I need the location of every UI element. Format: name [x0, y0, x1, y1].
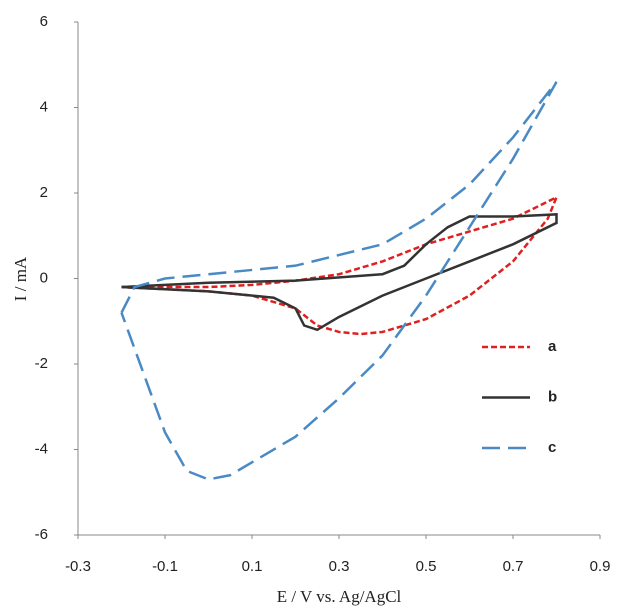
x-tick-label: 0.7: [503, 558, 524, 575]
y-tick-label: 0: [40, 269, 48, 286]
y-tick-label: -4: [35, 440, 48, 457]
legend-label: c: [548, 439, 556, 456]
series-line: [121, 213, 558, 332]
y-tick-label: -2: [35, 355, 48, 372]
y-tick-label: 4: [40, 98, 48, 115]
y-tick-label: 6: [40, 13, 48, 30]
x-tick-label: 0.1: [242, 558, 263, 575]
x-tick-label: -0.3: [65, 558, 91, 575]
x-tick-label: 0.5: [416, 558, 437, 575]
x-tick-label: 0.3: [329, 558, 350, 575]
series-line: [121, 194, 559, 336]
x-axis-label: E / V vs. Ag/AgCl: [277, 587, 402, 606]
x-tick-label: 0.9: [590, 558, 611, 575]
x-tick-label: -0.1: [152, 558, 178, 575]
y-tick-label: 2: [40, 184, 48, 201]
y-axis-label: I / mA: [11, 256, 30, 301]
series-line: [120, 81, 558, 481]
y-tick-label: -6: [35, 526, 48, 543]
legend-label: b: [548, 388, 557, 405]
legend-label: a: [548, 338, 557, 355]
